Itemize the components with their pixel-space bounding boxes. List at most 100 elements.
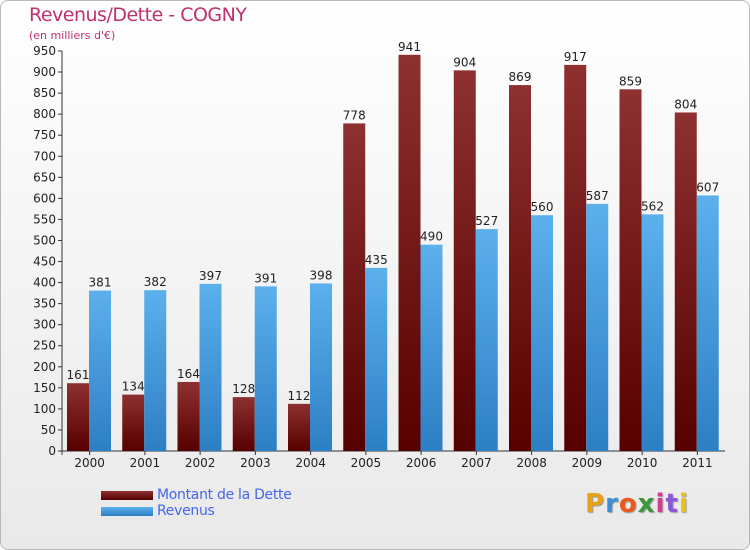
bar-dette: [343, 123, 366, 451]
axes: 0 50 100 150 200 250 300 350 400 450 500 550 600 650 7…: [33, 44, 725, 470]
data-label: 527: [475, 214, 498, 228]
logo-letter: i: [678, 489, 689, 519]
y-tick-label: 100: [33, 402, 56, 416]
data-label: 587: [586, 189, 609, 203]
y-tick-label: 650: [33, 170, 56, 184]
bar-revenus: [641, 214, 664, 451]
y-tick-label: 550: [33, 212, 56, 226]
y-tick-label: 900: [33, 65, 56, 79]
x-tick-label: 2002: [185, 456, 216, 470]
logo-letter: x: [637, 489, 656, 519]
y-tick-label: 500: [33, 233, 56, 247]
x-tick-label: 2009: [572, 456, 603, 470]
y-tick-label: 250: [33, 339, 56, 353]
x-tick-label: 2010: [627, 456, 658, 470]
logo-letter: t: [665, 489, 679, 519]
legend-item-revenus: Revenus: [101, 503, 292, 519]
logo-letter: i: [655, 489, 666, 519]
bar-dette: [453, 70, 476, 452]
y-tick-label: 450: [33, 255, 56, 269]
data-label: 382: [144, 275, 167, 289]
data-label: 778: [343, 108, 366, 122]
bar-dette: [509, 85, 531, 452]
bar-dette: [177, 381, 200, 451]
logo-letter: r: [605, 489, 619, 519]
bar-revenus: [586, 203, 609, 451]
data-label: 804: [674, 97, 697, 111]
bar-dette: [67, 383, 89, 451]
data-label: 161: [67, 368, 90, 382]
x-tick-label: 2003: [240, 456, 271, 470]
data-label: 397: [199, 269, 222, 283]
data-label: 560: [531, 200, 554, 214]
data-label: 391: [254, 271, 277, 285]
bar-revenus: [475, 229, 498, 451]
y-tick-label: 150: [33, 381, 56, 395]
proxiti-logo: Proxiti: [585, 489, 689, 519]
bar-dette: [619, 89, 642, 451]
data-label: 128: [232, 382, 255, 396]
data-label: 904: [453, 55, 476, 69]
bar-revenus: [254, 286, 277, 451]
y-tick-label: 0: [48, 444, 56, 458]
legend-label-dette: Montant de la Dette: [157, 487, 292, 503]
bar-revenus: [365, 267, 388, 451]
x-tick-label: 2004: [295, 456, 326, 470]
bar-dette: [288, 403, 310, 451]
y-tick-label: 700: [33, 149, 56, 163]
logo-letter: P: [585, 489, 606, 519]
legend-label-revenus: Revenus: [157, 503, 215, 519]
y-tick-label: 200: [33, 360, 56, 374]
y-tick-label: 750: [33, 128, 56, 142]
x-tick-label: 2007: [461, 456, 492, 470]
data-label: 381: [89, 276, 112, 290]
data-label: 398: [310, 268, 333, 282]
y-tick-label: 950: [33, 44, 56, 58]
x-tick-label: 2001: [130, 456, 161, 470]
bar-dette: [674, 112, 697, 451]
x-tick-label: 2008: [516, 456, 547, 470]
bar-revenus: [310, 283, 332, 451]
data-label: 917: [564, 50, 587, 64]
bar-revenus: [144, 290, 167, 451]
y-tick-label: 350: [33, 297, 56, 311]
y-tick-label: 50: [41, 423, 56, 437]
legend-swatch-revenus: [101, 506, 153, 516]
chart-subtitle: (en milliers d'€): [29, 29, 116, 42]
y-tick-label: 800: [33, 107, 56, 121]
data-label: 562: [641, 199, 664, 213]
bar-revenus: [199, 283, 222, 451]
bar-dette: [122, 394, 145, 451]
data-labels: 161 134 164 128 112 778 941 904 869 917 859 804 381 3…: [67, 40, 720, 403]
chart-title: Revenus/Dette - COGNY: [29, 4, 247, 26]
bar-dette: [232, 397, 255, 451]
bar-dette: [564, 64, 587, 451]
data-label: 859: [619, 74, 642, 88]
bar-revenus: [531, 215, 553, 451]
legend-swatch-dette: [101, 490, 153, 500]
x-tick-label: 2011: [682, 456, 713, 470]
data-label: 941: [398, 40, 421, 54]
bar-dette: [398, 54, 421, 451]
data-label: 134: [122, 380, 145, 394]
bar-revenus: [696, 195, 719, 451]
data-label: 112: [288, 389, 311, 403]
data-label: 164: [177, 367, 200, 381]
x-tick-label: 2000: [74, 456, 105, 470]
legend: Montant de la Dette Revenus: [101, 487, 292, 519]
x-tick-label: 2005: [351, 456, 382, 470]
y-tick-label: 600: [33, 191, 56, 205]
bar-revenus: [420, 244, 443, 451]
data-label: 607: [696, 180, 719, 194]
logo-letter: o: [618, 489, 638, 519]
bar-revenus: [89, 290, 111, 451]
bars: [67, 54, 719, 452]
y-tick-label: 300: [33, 318, 56, 332]
y-tick-label: 400: [33, 276, 56, 290]
data-label: 490: [420, 230, 443, 244]
data-label: 435: [365, 253, 388, 267]
legend-item-dette: Montant de la Dette: [101, 487, 292, 503]
data-label: 869: [509, 70, 532, 84]
